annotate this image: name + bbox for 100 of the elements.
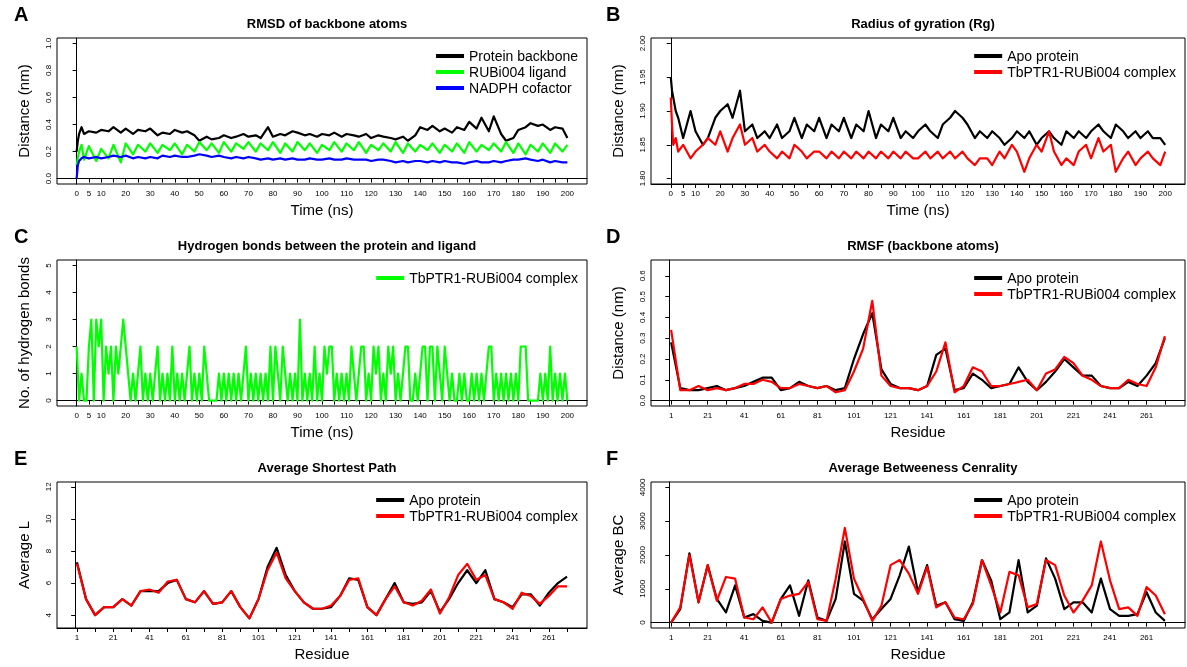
x-tick-label: 80 bbox=[268, 188, 278, 198]
x-axis-title: Residue bbox=[890, 645, 946, 662]
legend-label: TbPTR1-RUBi004 complex bbox=[409, 508, 579, 524]
y-tick-label: 0.3 bbox=[637, 332, 647, 344]
x-tick-label: 100 bbox=[911, 188, 926, 198]
x-tick-label: 61 bbox=[181, 632, 191, 642]
y-tick-label: 2 bbox=[43, 343, 53, 349]
x-tick-label: 81 bbox=[812, 632, 823, 642]
line-series bbox=[669, 96, 1167, 173]
y-tick-label: 2000 bbox=[637, 545, 647, 564]
x-tick-label: 101 bbox=[847, 632, 862, 642]
x-tick-label: 150 bbox=[1034, 188, 1049, 198]
x-tick-label: 50 bbox=[789, 188, 800, 198]
x-tick-label: 90 bbox=[293, 410, 303, 420]
x-tick-label: 170 bbox=[487, 410, 501, 420]
x-tick-label: 121 bbox=[883, 632, 898, 642]
x-tick-label: 161 bbox=[957, 632, 971, 642]
x-tick-label: 10 bbox=[96, 188, 107, 198]
x-tick-label: 161 bbox=[360, 632, 375, 642]
y-axis-title: Distance (nm) bbox=[15, 64, 32, 158]
y-tick-label: 1000 bbox=[637, 579, 647, 598]
x-tick-label: 30 bbox=[145, 410, 156, 420]
chart-title: Average Betweeness Cenrality bbox=[828, 460, 1019, 475]
y-tick-label: 0.0 bbox=[637, 394, 647, 407]
x-tick-label: 130 bbox=[985, 188, 1000, 198]
x-axis-title: Time (ns) bbox=[290, 423, 354, 440]
x-tick-label: 90 bbox=[888, 188, 899, 198]
line-series bbox=[75, 140, 569, 167]
y-tick-label: 0 bbox=[43, 397, 53, 403]
x-axis-title: Residue bbox=[890, 423, 946, 440]
x-tick-label: 160 bbox=[462, 188, 477, 198]
x-tick-label: 130 bbox=[388, 410, 403, 420]
x-tick-label: 241 bbox=[1103, 632, 1118, 642]
text: B bbox=[606, 3, 621, 25]
legend-label: TbPTR1-RUBi004 complex bbox=[1007, 286, 1177, 302]
x-tick-label: 181 bbox=[397, 632, 411, 642]
x-tick-label: 101 bbox=[847, 410, 862, 420]
x-tick-label: 80 bbox=[268, 410, 278, 420]
y-tick-label: 6 bbox=[43, 580, 53, 586]
x-tick-label: 161 bbox=[957, 410, 971, 420]
x-tick-label: 160 bbox=[1059, 188, 1074, 198]
y-axis-title: Average L bbox=[15, 520, 32, 590]
x-tick-label: 100 bbox=[315, 188, 330, 198]
x-tick-label: 221 bbox=[469, 632, 484, 642]
text: F bbox=[606, 447, 619, 469]
x-tick-label: 221 bbox=[1066, 632, 1081, 642]
x-tick-label: 100 bbox=[315, 410, 330, 420]
x-tick-label: 140 bbox=[413, 410, 428, 420]
y-tick-label: 1.80 bbox=[637, 170, 647, 187]
x-tick-label: 0 bbox=[668, 188, 674, 198]
x-tick-label: 41 bbox=[145, 632, 155, 642]
x-tick-label: 70 bbox=[243, 188, 254, 198]
y-tick-label: 1.0 bbox=[43, 37, 53, 49]
x-tick-label: 0 bbox=[74, 188, 80, 198]
x-tick-label: 141 bbox=[324, 632, 339, 642]
legend-label: TbPTR1-RUBi004 complex bbox=[1007, 64, 1177, 80]
y-tick-label: 12 bbox=[43, 481, 53, 492]
x-tick-label: 241 bbox=[505, 632, 520, 642]
x-tick-label: 1 bbox=[668, 410, 674, 420]
x-tick-label: 141 bbox=[920, 632, 935, 642]
x-tick-label: 160 bbox=[462, 410, 477, 420]
y-tick-label: 5 bbox=[43, 262, 53, 268]
x-tick-label: 181 bbox=[993, 632, 1008, 642]
x-tick-label: 261 bbox=[542, 632, 557, 642]
y-tick-label: 1.95 bbox=[637, 68, 647, 85]
chart-title: Hydrogen bonds between the protein and ligand bbox=[177, 238, 477, 253]
x-tick-label: 190 bbox=[536, 410, 551, 420]
x-tick-label: 261 bbox=[1139, 632, 1154, 642]
x-tick-label: 50 bbox=[194, 410, 205, 420]
x-axis-title: Time (ns) bbox=[290, 201, 354, 218]
x-tick-label: 90 bbox=[293, 188, 303, 198]
x-tick-label: 30 bbox=[740, 188, 750, 198]
x-tick-label: 110 bbox=[340, 188, 354, 198]
x-tick-label: 40 bbox=[170, 410, 180, 420]
x-tick-label: 21 bbox=[703, 632, 713, 642]
x-tick-label: 20 bbox=[715, 188, 726, 198]
x-tick-label: 60 bbox=[814, 188, 825, 198]
legend-label: Apo protein bbox=[409, 492, 481, 508]
x-tick-label: 200 bbox=[560, 188, 575, 198]
y-tick-label: 2.00 bbox=[637, 35, 647, 52]
y-tick-label: 3 bbox=[43, 316, 53, 322]
x-tick-label: 20 bbox=[121, 188, 131, 198]
x-tick-label: 221 bbox=[1066, 410, 1081, 420]
x-tick-label: 20 bbox=[121, 410, 131, 420]
chart-title: Radius of gyration (Rg) bbox=[851, 16, 995, 31]
y-tick-label: 0.6 bbox=[43, 91, 53, 104]
y-axis-title: Average BC bbox=[609, 514, 626, 596]
x-tick-label: 150 bbox=[438, 188, 452, 198]
x-tick-label: 1 bbox=[74, 632, 80, 642]
x-tick-label: 40 bbox=[170, 188, 180, 198]
x-tick-label: 10 bbox=[691, 188, 701, 198]
x-tick-label: 180 bbox=[511, 410, 526, 420]
x-tick-label: 261 bbox=[1139, 410, 1154, 420]
x-tick-label: 201 bbox=[433, 632, 448, 642]
legend-label: Protein backbone bbox=[469, 48, 579, 64]
text: A bbox=[14, 3, 29, 25]
y-tick-label: 0.4 bbox=[637, 311, 647, 323]
y-tick-label: 0.5 bbox=[637, 290, 647, 303]
x-tick-label: 80 bbox=[864, 188, 874, 198]
x-tick-label: 170 bbox=[1084, 188, 1099, 198]
